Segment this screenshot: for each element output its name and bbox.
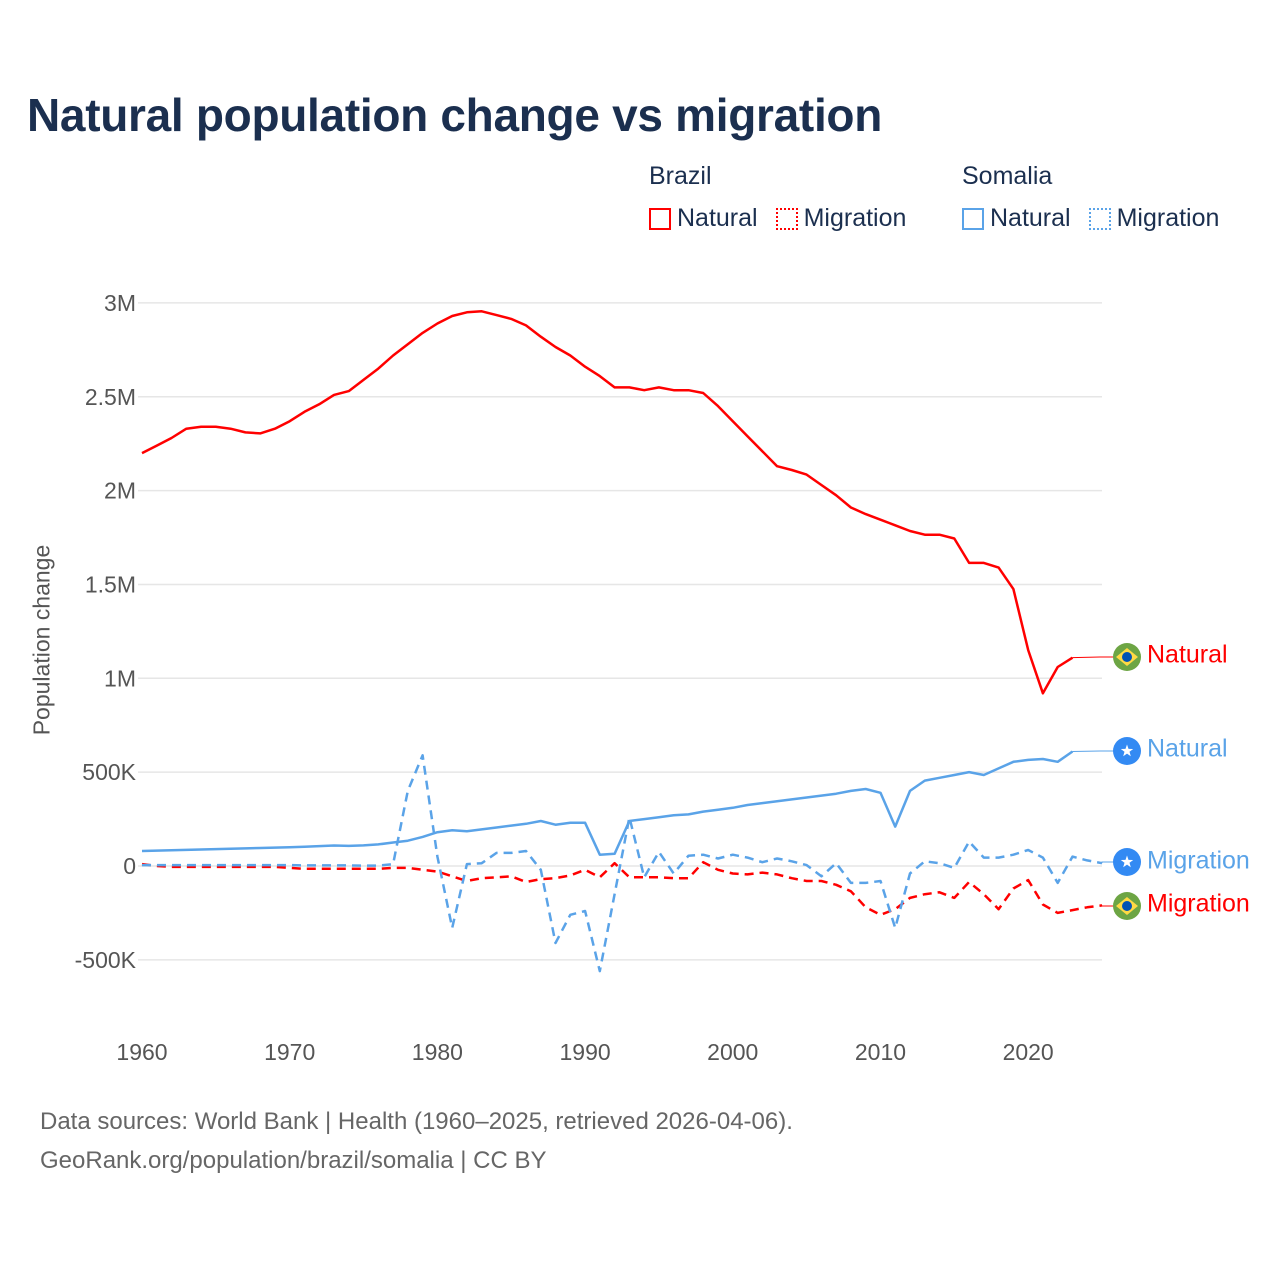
flag-background [1113, 848, 1141, 876]
legend-label: Natural [677, 204, 758, 232]
somalia-flag-icon [1113, 848, 1141, 876]
flag-globe [1122, 652, 1132, 662]
somalia-flag-icon [1113, 737, 1141, 765]
end-label-somalia-natural: Natural [1147, 734, 1228, 763]
label-connector [1101, 861, 1114, 864]
flag-globe [1122, 901, 1132, 911]
end-label-brazil-migration: Migration [1147, 889, 1250, 918]
legend-label: Natural [990, 204, 1071, 232]
x-tick-label: 1960 [116, 1039, 167, 1065]
legend-group-title: Brazil [649, 162, 712, 190]
flag-background [1113, 643, 1141, 671]
star-icon [1120, 744, 1134, 757]
y-tick-label: 500K [82, 759, 136, 785]
footer-sources: Data sources: World Bank | Health (1960–… [40, 1108, 793, 1135]
series-line-brazil-natural [141, 310, 1074, 695]
legend-label: Migration [803, 204, 907, 232]
end-label-somalia-migration: Migration [1147, 846, 1250, 875]
series-line-brazil-migration [141, 860, 1103, 917]
y-axis-label: Population change [28, 544, 55, 736]
legend-swatch-solid [962, 207, 984, 230]
legend-group-title: Somalia [962, 162, 1053, 190]
legend-item-brazil-migration[interactable]: Migration [775, 204, 907, 233]
legend-group-brazil: Brazil Natural Migration [649, 162, 906, 233]
x-tick-label: 2020 [1003, 1039, 1054, 1065]
flag-diamond [1116, 897, 1138, 915]
x-tick-label: 1980 [412, 1039, 463, 1065]
flag-diamond [1116, 648, 1138, 666]
legend-item-somalia-migration[interactable]: Migration [1088, 204, 1220, 233]
legend-swatch-dotted [775, 207, 798, 230]
chart-title: Natural population change vs migration [27, 89, 883, 141]
x-tick-label: 2000 [707, 1039, 758, 1065]
x-tick-label: 1990 [559, 1039, 610, 1065]
label-connector [1072, 656, 1114, 659]
legend-item-brazil-natural[interactable]: Natural [649, 204, 758, 233]
y-tick-label: 1M [104, 665, 136, 691]
star-icon [1120, 855, 1134, 868]
footer-attribution: GeoRank.org/population/brazil/somalia | … [40, 1147, 547, 1174]
y-tick-label: 3M [104, 290, 136, 316]
y-tick-label: 2.5M [85, 384, 136, 410]
label-connector [1101, 905, 1114, 907]
brazil-flag-icon [1113, 892, 1141, 920]
legend-item-somalia-natural[interactable]: Natural [962, 204, 1071, 233]
brazil-flag-icon [1113, 643, 1141, 671]
y-tick-label: -500K [75, 947, 137, 973]
y-tick-label: 2M [104, 478, 136, 504]
label-connector [1072, 750, 1114, 753]
flag-background [1113, 892, 1141, 920]
x-tick-label: 2010 [855, 1039, 906, 1065]
legend-label: Migration [1116, 204, 1220, 232]
y-tick-label: 0 [123, 853, 136, 879]
x-tick-label: 1970 [264, 1039, 315, 1065]
y-tick-label: 1.5M [85, 571, 136, 597]
legend-swatch-solid [649, 207, 671, 230]
legend-group-somalia: Somalia Natural Migration [962, 162, 1219, 233]
end-label-brazil-natural: Natural [1147, 640, 1228, 669]
series-line-somalia-migration [142, 754, 1103, 973]
series-line-somalia-natural [141, 750, 1074, 856]
flag-background [1113, 737, 1141, 765]
legend-swatch-dotted [1088, 207, 1111, 230]
